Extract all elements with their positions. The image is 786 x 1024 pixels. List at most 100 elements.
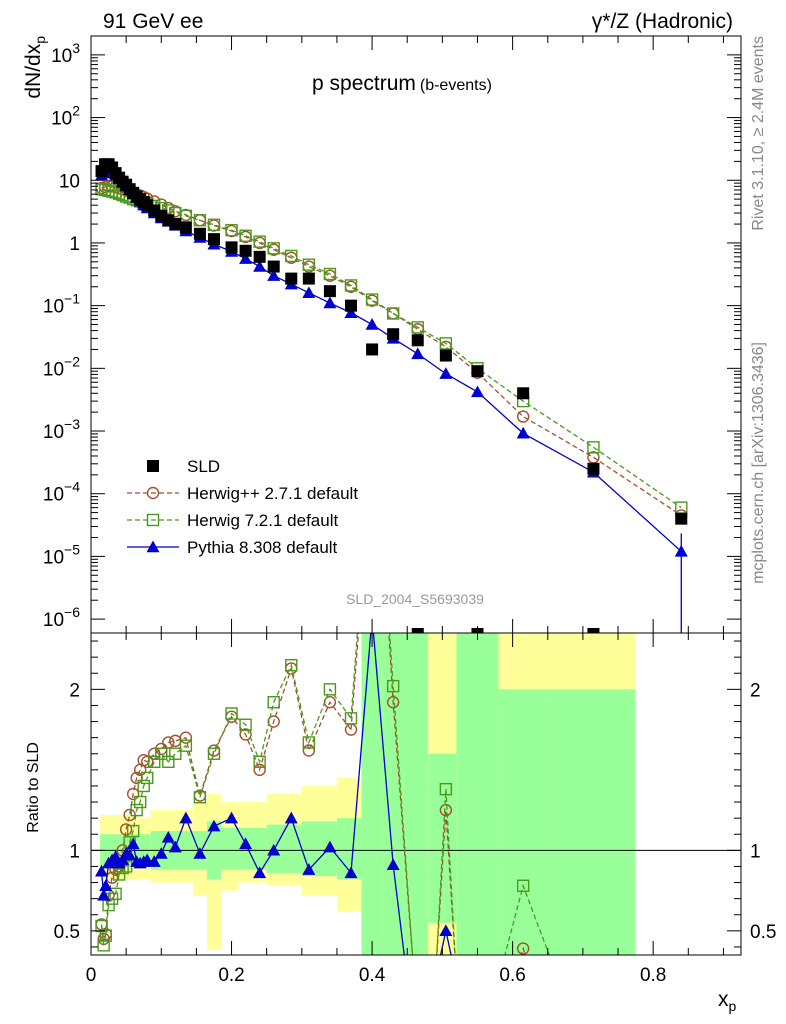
ratio-point-herwig7 xyxy=(386,679,400,693)
main-y-axis: 10−6 10−5 10−4 10−3 10−2 10−1 1 10 102 103 xyxy=(43,35,741,631)
ratio-point-herwig7 xyxy=(112,868,126,881)
x-tick-label: 0.6 xyxy=(499,965,525,986)
ratio-point-herwig7 xyxy=(516,879,530,892)
ratio-y-label: Ratio to SLD xyxy=(25,742,42,833)
mcplots-label: mcplots.cern.ch [arXiv:1306.3436] xyxy=(750,342,767,584)
main-point-sld xyxy=(285,272,298,285)
ratio-point-herwigpp xyxy=(253,763,266,777)
ratio-point-pythia xyxy=(344,866,358,879)
header-right: γ*/Z (Hadronic) xyxy=(592,10,733,33)
ratio-y-axis: 0.5 0.5 1 1 2 2 xyxy=(54,640,776,948)
ratio-x-axis: 0 0.2 0.4 0.6 0.8 xyxy=(86,633,724,986)
ratio-point-pythia xyxy=(95,864,109,877)
ratio-point-pythia xyxy=(97,888,111,901)
header-left: 91 GeV ee xyxy=(103,10,203,33)
main-point-herwigpp xyxy=(516,410,530,423)
ratio-band-green xyxy=(551,689,636,955)
main-y-label-text: dN/dx xyxy=(22,43,45,98)
ratio-point-herwig7 xyxy=(126,824,140,838)
main-point-herwig7 xyxy=(193,214,207,227)
x-axis-label-sub: p xyxy=(729,998,737,1014)
main-y-tick-label: 102 xyxy=(51,103,80,130)
main-point-herwig7 xyxy=(285,249,298,263)
ratio-point-herwigpp xyxy=(386,696,400,709)
ratio-point-herwig7 xyxy=(133,795,147,809)
plot-title-sub: (b-events) xyxy=(420,77,492,94)
ratio-y-tick-label: 1 xyxy=(69,841,80,862)
main-point-herwig7 xyxy=(179,209,193,223)
ratio-y-tick-label-right: 2 xyxy=(750,680,761,701)
ratio-point-herwig7 xyxy=(207,747,221,760)
main-point-herwig7 xyxy=(225,223,238,237)
main-point-sld-clipped xyxy=(587,628,600,633)
ratio-point-herwig7 xyxy=(225,707,238,720)
ratio-point-pythia xyxy=(207,819,221,832)
main-y-tick-label: 10−6 xyxy=(43,604,80,631)
ratio-point-herwigpp xyxy=(119,823,133,836)
ratio-point-herwig7 xyxy=(130,803,143,817)
main-point-sld xyxy=(366,343,379,356)
legend-marker-herwig7 xyxy=(146,513,160,527)
ratio-point-herwigpp xyxy=(302,744,316,757)
ratio-point-pythia xyxy=(123,848,137,861)
ratio-band-green xyxy=(361,633,383,955)
ratio-point-pythia xyxy=(147,855,161,867)
legend: SLD Herwig++ 2.7.1 default Herwig 7.2.1 de… xyxy=(127,457,358,557)
ratio-point-herwig7 xyxy=(169,747,182,760)
ratio-point-herwig7 xyxy=(323,683,337,696)
ratio-point-herwig7 xyxy=(95,919,108,933)
main-point-pythia xyxy=(323,296,337,309)
ratio-line-tail-herwig7 xyxy=(350,633,550,955)
main-point-sld xyxy=(225,241,238,254)
main-point-sld xyxy=(345,299,357,312)
ratio-marks xyxy=(95,633,550,955)
ratio-point-pythia xyxy=(323,840,337,853)
legend-label-pythia: Pythia 8.308 default xyxy=(187,538,338,557)
main-panel: 10−6 10−5 10−4 10−3 10−2 10−1 1 10 102 103 p spec… xyxy=(22,35,742,634)
ratio-point-herwig7 xyxy=(439,782,453,796)
main-point-pythia xyxy=(267,269,281,281)
ratio-point-herwig7 xyxy=(148,755,161,768)
legend-label-sld: SLD xyxy=(187,457,220,476)
main-point-pythia xyxy=(239,252,253,264)
ratio-point-pythia xyxy=(239,837,253,850)
ratio-y-tick-label-right: 0.5 xyxy=(750,922,776,943)
x-tick-label: 0.4 xyxy=(359,965,386,986)
main-point-sld xyxy=(323,285,336,298)
main-point-sld xyxy=(169,218,182,231)
main-y-tick-label: 103 xyxy=(51,40,80,67)
ratio-point-pythia xyxy=(193,847,207,859)
main-point-pythia xyxy=(302,286,316,299)
main-point-pythia xyxy=(439,367,453,379)
ratio-point-herwigpp xyxy=(439,803,453,817)
ratio-point-herwigpp xyxy=(207,744,221,757)
main-point-sld xyxy=(207,233,220,246)
main-y-tick-label: 1 xyxy=(69,234,80,255)
ratio-point-herwigpp xyxy=(179,731,193,744)
ratio-y-tick-label-right: 1 xyxy=(750,841,761,862)
ratio-band-green xyxy=(498,689,552,955)
ratio-point-herwigpp xyxy=(169,734,182,748)
main-point-sld xyxy=(517,387,530,400)
ratio-point-herwigpp xyxy=(516,942,530,955)
ratio-point-herwig7 xyxy=(109,887,122,901)
ratio-line-tail-pythia xyxy=(372,633,452,955)
ratio-point-herwig7 xyxy=(162,755,175,768)
ratio-point-herwig7 xyxy=(137,779,150,793)
ratio-point-herwig7 xyxy=(179,739,193,752)
ratio-point-pythia xyxy=(126,837,140,850)
main-point-sld xyxy=(267,260,280,273)
ratio-point-herwig7 xyxy=(99,929,112,942)
main-y-tick-label: 10−3 xyxy=(43,416,80,443)
main-y-label-sub: p xyxy=(32,36,48,44)
ratio-point-pythia xyxy=(267,843,281,856)
main-point-herwig7 xyxy=(267,242,280,255)
plot-title-main: p spectrum xyxy=(312,72,416,95)
ratio-band-green xyxy=(403,633,429,955)
main-point-herwig7 xyxy=(411,321,424,334)
main-point-sld xyxy=(587,462,600,475)
main-point-pythia xyxy=(344,306,358,318)
ratio-point-herwig7 xyxy=(344,712,358,725)
ratio-y-tick-label: 0.5 xyxy=(54,922,80,943)
